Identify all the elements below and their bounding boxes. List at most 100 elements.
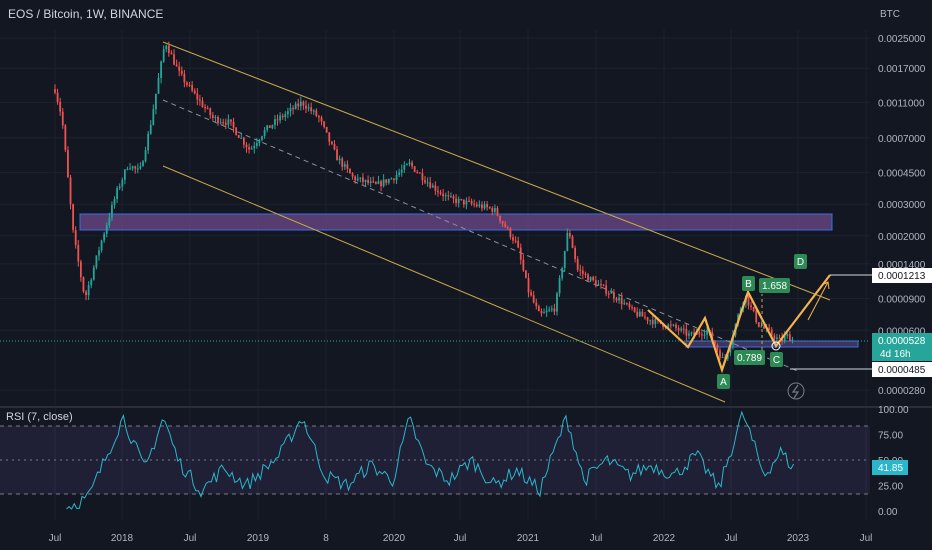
candle-body — [328, 132, 331, 142]
candle-body — [377, 181, 380, 184]
svg-text:0.0000528: 0.0000528 — [878, 336, 926, 347]
lightning-icon[interactable] — [787, 382, 805, 400]
rsi-tick-label: 25.00 — [878, 482, 903, 493]
candle-body — [408, 162, 411, 165]
candle-body — [338, 158, 341, 161]
candle-body — [530, 292, 533, 296]
price-tick-label: 0.0025000 — [878, 34, 926, 45]
candle-body — [222, 122, 225, 124]
candle-body — [698, 332, 701, 335]
channel-lower-line — [162, 165, 726, 403]
candle-body — [499, 215, 501, 222]
price-tick-label: 0.0011000 — [878, 98, 925, 109]
candle-body — [532, 295, 535, 303]
candle-body — [258, 139, 261, 144]
candle-body — [631, 307, 633, 309]
candle-body — [364, 180, 367, 182]
candle-body — [191, 85, 194, 91]
candle-body — [382, 179, 385, 187]
candle-body — [359, 177, 362, 179]
time-tick-label: Jul — [860, 533, 873, 544]
wave-label-d: D — [794, 254, 807, 269]
candle-body — [325, 126, 328, 133]
rsi-indicator-label[interactable]: RSI (7, close) — [6, 411, 73, 423]
candle-body — [465, 200, 468, 205]
candle-body — [493, 208, 496, 212]
candle-body — [144, 150, 147, 162]
candle-body — [199, 99, 201, 101]
candle-body — [263, 130, 266, 137]
time-tick-label: Jul — [590, 533, 603, 544]
candle-body — [180, 70, 183, 74]
price-tick-label: 0.0007000 — [878, 134, 926, 145]
candle-body — [299, 101, 302, 107]
candle-body — [537, 306, 540, 312]
candle-body — [369, 181, 372, 184]
candle-body — [706, 330, 708, 335]
candle-body — [525, 270, 527, 278]
candle-body — [442, 193, 445, 197]
candle-body — [374, 181, 377, 184]
candle-body — [134, 166, 137, 169]
candle-body — [620, 297, 623, 305]
candle-body — [152, 109, 155, 125]
candle-body — [82, 277, 85, 292]
candle-body — [721, 357, 724, 359]
candle-body — [750, 305, 752, 308]
candle-body — [59, 101, 62, 112]
price-candles — [54, 41, 794, 363]
candle-body — [597, 284, 600, 286]
candle-body — [644, 316, 646, 318]
candle-body — [778, 337, 781, 339]
candle-body — [72, 204, 75, 230]
candle-body — [504, 223, 507, 228]
candle-body — [636, 311, 639, 317]
candle-body — [160, 61, 162, 79]
candle-body — [553, 308, 556, 312]
candle-body — [64, 125, 67, 151]
time-tick-label: 2022 — [653, 533, 676, 544]
candle-body — [162, 49, 165, 62]
candle-body — [447, 195, 450, 197]
candle-body — [131, 166, 134, 169]
candle-body — [105, 225, 108, 234]
svg-text:4d 16h: 4d 16h — [880, 349, 911, 360]
candle-body — [147, 133, 150, 151]
candle-body — [69, 177, 72, 205]
projection-arrow-head — [821, 281, 830, 290]
candle-body — [424, 180, 426, 183]
channel-middle-line — [162, 99, 801, 373]
candle-body — [548, 309, 551, 311]
candle-body — [121, 179, 124, 187]
candle-body — [522, 259, 525, 271]
rsi-line — [66, 410, 795, 510]
candle-body — [633, 307, 636, 312]
candle-body — [478, 204, 481, 207]
price-tick-label: 0.0000280 — [878, 386, 926, 397]
tag-upper-target: 0.0001213 — [872, 268, 932, 283]
candle-body — [61, 111, 64, 126]
time-tick-label: Jul — [184, 533, 197, 544]
candle-body — [294, 103, 297, 110]
candle-body — [318, 116, 320, 118]
price-axis[interactable]: 0.0025000 0.0017000 0.0011000 0.0007000 0.00… — [878, 34, 926, 397]
candle-body — [713, 340, 716, 346]
candle-body — [556, 293, 558, 312]
candle-body — [561, 268, 564, 279]
wave-ratio-2: 0.789 — [734, 350, 765, 365]
tag-current-price: 0.0000528 4d 16h — [872, 333, 932, 361]
candle-body — [354, 176, 357, 181]
candle-body — [675, 324, 677, 329]
rsi-current-tag: 41.85 — [872, 460, 908, 475]
candle-body — [667, 324, 670, 328]
candle-body — [783, 335, 786, 342]
candle-body — [418, 172, 421, 174]
candle-body — [175, 64, 178, 67]
candle-body — [791, 339, 794, 342]
svg-text:41.85: 41.85 — [878, 463, 903, 474]
time-axis[interactable]: Jul 2018 Jul 2019 8 2020 Jul 2021 Jul 2022 Jul 2023… — [49, 533, 873, 544]
candle-body — [462, 199, 465, 205]
candle-body — [452, 196, 455, 199]
candle-body — [74, 229, 77, 246]
